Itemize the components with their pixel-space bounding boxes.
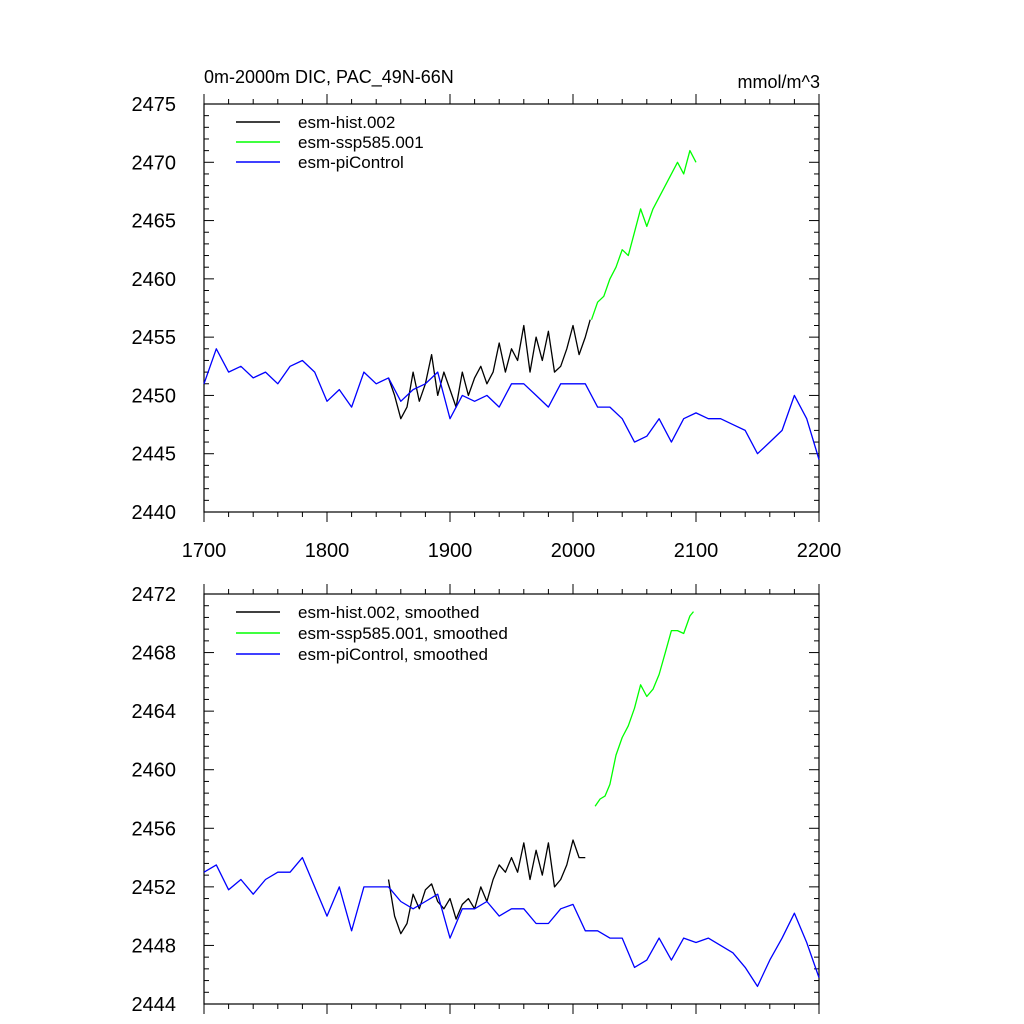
series-line-esm-picontrol-smoothed (203, 856, 820, 988)
legend-label: esm-hist.002, smoothed (298, 603, 479, 622)
x-tick-label: 2100 (674, 540, 719, 562)
plot-frame (203, 103, 820, 513)
series-line-esm-ssp585-001 (590, 149, 697, 320)
legend: esm-hist.002, smoothed esm-ssp585.001, sm… (236, 603, 508, 664)
x-tick-label: 2200 (797, 540, 842, 562)
x-tick-label: 1700 (182, 540, 227, 562)
bottom-chart-panel: 2444 2448 2452 2456 2460 2464 2468 2472 esm-his… (132, 584, 820, 1016)
y-tick-label: 2445 (132, 444, 177, 466)
y-tick-label: 2444 (132, 994, 177, 1016)
y-tick-label: 2440 (132, 502, 177, 524)
y-tick-label: 2450 (132, 385, 177, 407)
legend-label: esm-piControl (298, 153, 404, 172)
y-tick-label: 2468 (132, 643, 177, 665)
y-tick-label: 2464 (132, 701, 177, 723)
top-chart-panel: 0m-2000m DIC, PAC_49N-66N mmol/m^3 24402… (132, 67, 842, 562)
series-line-esm-hist-002-smoothed (387, 839, 586, 935)
x-tick-label: 1900 (428, 540, 473, 562)
y-tick-label: 2460 (132, 269, 177, 291)
series-line-esm-hist-002 (387, 319, 591, 420)
y-tick-label: 2470 (132, 152, 177, 174)
axis-ticks: 2440 2445 2450 2455 2460 2465 2470 2475 1700 1800… (132, 94, 842, 562)
x-tick-label: 2000 (551, 540, 596, 562)
legend-label: esm-ssp585.001, smoothed (298, 624, 508, 643)
y-tick-label: 2452 (132, 877, 177, 899)
series-line-esm-picontrol (203, 348, 820, 460)
chart-title: 0m-2000m DIC, PAC_49N-66N (204, 67, 454, 88)
y-tick-label: 2465 (132, 211, 177, 233)
x-tick-label: 1800 (305, 540, 350, 562)
axis-ticks: 2444 2448 2452 2456 2460 2464 2468 2472 (132, 584, 820, 1016)
series-lines (203, 611, 820, 988)
legend-label: esm-hist.002 (298, 113, 395, 132)
y-tick-label: 2475 (132, 94, 177, 116)
y-tick-label: 2456 (132, 818, 177, 840)
y-tick-label: 2472 (132, 584, 177, 606)
y-tick-label: 2455 (132, 327, 177, 349)
legend-label: esm-ssp585.001 (298, 133, 424, 152)
series-lines (203, 149, 820, 460)
units-label: mmol/m^3 (738, 72, 820, 92)
y-tick-label: 2448 (132, 935, 177, 957)
series-line-esm-ssp585-001-smoothed (594, 611, 695, 807)
plot-frame (203, 593, 820, 1005)
y-tick-label: 2460 (132, 760, 177, 782)
legend-label: esm-piControl, smoothed (298, 645, 488, 664)
